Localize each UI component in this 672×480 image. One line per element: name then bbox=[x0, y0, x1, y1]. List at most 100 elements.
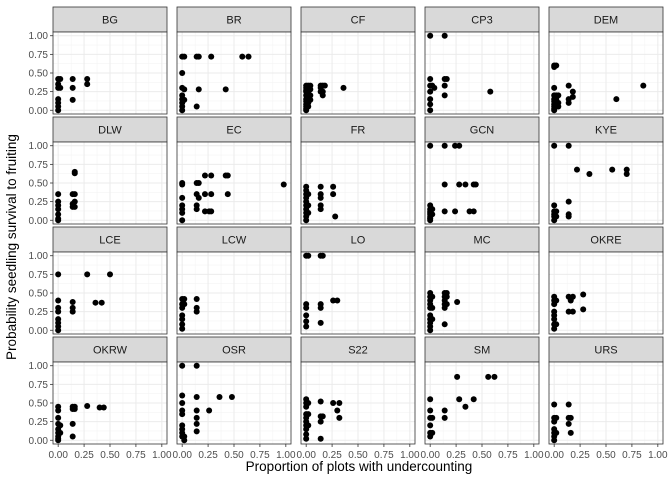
data-point bbox=[443, 75, 450, 82]
panel-s22: S22 0.00 0.25 0.50 0.75 1.00 bbox=[296, 336, 420, 461]
data-point bbox=[553, 297, 560, 304]
panel-border bbox=[424, 251, 540, 335]
y-tick-label: 0.50 bbox=[29, 399, 49, 410]
data-point bbox=[193, 394, 200, 401]
data-point bbox=[551, 325, 558, 332]
data-point bbox=[553, 213, 560, 220]
panel-dlw: DLW 0.00 0.25 0.50 0.75 1.00 bbox=[29, 116, 168, 227]
data-point bbox=[193, 407, 200, 414]
data-point bbox=[330, 297, 337, 304]
data-point bbox=[569, 88, 576, 95]
x-tick-label: 1.00 bbox=[400, 450, 420, 461]
data-point bbox=[565, 308, 572, 315]
panel-strip-label: GCN bbox=[470, 125, 495, 137]
data-point bbox=[84, 402, 91, 409]
panel-lcw: LCW bbox=[176, 226, 292, 335]
panel-okrw: OKRW 0.00 0.25 0.50 0.75 1.00 0.00 0.25 0.50 0.75… bbox=[29, 336, 172, 461]
data-point bbox=[427, 75, 434, 82]
data-point bbox=[429, 206, 436, 213]
data-point bbox=[470, 396, 477, 403]
data-point bbox=[181, 86, 188, 93]
data-point bbox=[613, 96, 620, 103]
data-point bbox=[195, 53, 202, 60]
panel-strip-label: OKRW bbox=[93, 345, 128, 357]
data-point bbox=[565, 401, 572, 408]
data-point bbox=[57, 422, 64, 429]
data-point bbox=[551, 437, 558, 444]
data-point bbox=[553, 414, 560, 421]
data-point bbox=[640, 82, 647, 89]
x-tick-label: 0.75 bbox=[498, 450, 518, 461]
panel-sm: SM 0.00 0.25 0.50 0.75 1.00 bbox=[420, 336, 544, 461]
data-point bbox=[336, 414, 343, 421]
y-tick-label: 1.00 bbox=[29, 361, 49, 372]
panel-br: BR bbox=[176, 6, 292, 115]
data-point bbox=[280, 181, 287, 188]
y-tick-label: 0.00 bbox=[29, 216, 49, 227]
data-point bbox=[317, 319, 324, 326]
y-tick-label: 1.00 bbox=[29, 31, 49, 42]
data-point bbox=[107, 271, 113, 278]
data-point bbox=[462, 181, 469, 188]
data-point bbox=[179, 400, 186, 406]
y-tick-label: 0.75 bbox=[29, 270, 49, 281]
data-point bbox=[69, 308, 76, 315]
panel-strip-label: OKRE bbox=[590, 235, 621, 247]
y-tick-label: 0.25 bbox=[29, 307, 49, 318]
panel-border bbox=[300, 141, 416, 225]
data-point bbox=[553, 208, 560, 215]
data-point bbox=[69, 75, 76, 82]
x-tick-label: 0.00 bbox=[544, 450, 564, 461]
data-point bbox=[317, 194, 324, 201]
data-point bbox=[55, 206, 62, 213]
data-point bbox=[195, 86, 202, 93]
data-point bbox=[569, 308, 576, 315]
data-point bbox=[456, 181, 463, 188]
data-point bbox=[334, 297, 341, 304]
data-point bbox=[472, 181, 479, 188]
x-tick-label: 0.00 bbox=[420, 450, 440, 461]
data-point bbox=[456, 142, 463, 149]
data-point bbox=[57, 84, 64, 91]
data-point bbox=[71, 405, 78, 412]
data-point bbox=[427, 88, 434, 95]
data-point bbox=[239, 53, 246, 60]
panel-strip-label: BR bbox=[226, 15, 241, 27]
data-point bbox=[623, 171, 630, 178]
panel-strip bbox=[176, 226, 292, 253]
panel-mc: MC bbox=[424, 226, 540, 335]
y-tick-label: 0.00 bbox=[29, 326, 49, 337]
y-tick-label: 0.75 bbox=[29, 380, 49, 391]
y-tick-label: 0.25 bbox=[29, 417, 49, 428]
data-point bbox=[228, 394, 235, 401]
panel-ec: EC bbox=[176, 116, 292, 225]
panel-strip bbox=[548, 116, 664, 143]
x-tick-label: 0.00 bbox=[296, 450, 316, 461]
x-tick-label: 0.75 bbox=[622, 450, 642, 461]
data-point bbox=[317, 398, 324, 405]
x-tick-label: 1.00 bbox=[524, 450, 544, 461]
y-tick-label: 0.50 bbox=[29, 289, 49, 300]
data-point bbox=[71, 198, 78, 205]
data-point bbox=[441, 82, 448, 89]
x-tick-label: 0.50 bbox=[100, 450, 120, 461]
panel-border bbox=[176, 141, 292, 225]
data-point bbox=[565, 142, 572, 149]
data-point bbox=[193, 206, 200, 213]
data-point bbox=[303, 217, 310, 224]
y-axis-title: Probability seedling survival to fruitin… bbox=[4, 134, 19, 360]
x-tick-label: 0.00 bbox=[172, 450, 192, 461]
data-point bbox=[441, 142, 448, 149]
panel-strip bbox=[52, 226, 168, 253]
panel-strip-label: LO bbox=[351, 235, 366, 247]
x-tick-label: 0.00 bbox=[48, 450, 68, 461]
panel-strip-label: KYE bbox=[595, 125, 617, 137]
data-point bbox=[71, 170, 78, 177]
data-point bbox=[565, 82, 572, 89]
data-point bbox=[551, 84, 558, 91]
data-point bbox=[55, 308, 62, 315]
data-point bbox=[441, 32, 448, 39]
y-tick-label: 0.00 bbox=[29, 106, 49, 117]
panel-strip bbox=[548, 226, 664, 253]
y-tick-label: 0.00 bbox=[29, 436, 49, 447]
